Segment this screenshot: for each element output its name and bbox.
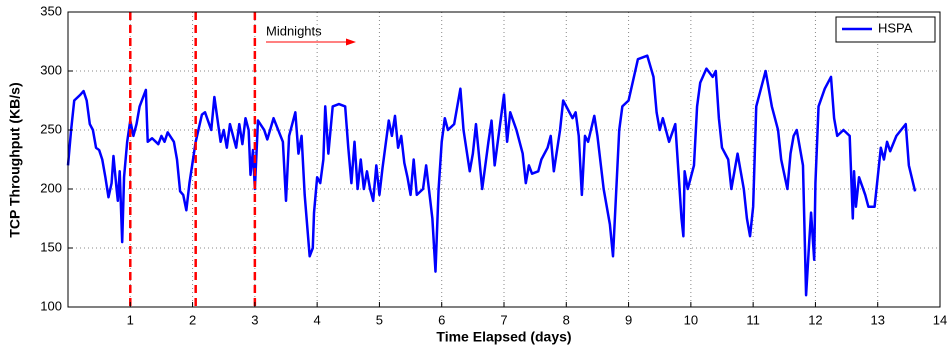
x-tick-label: 13	[870, 312, 884, 327]
plot	[66, 12, 917, 307]
x-tick-label: 2	[189, 312, 196, 327]
data-line	[66, 54, 917, 297]
legend-label: HSPA	[878, 20, 913, 35]
x-tick-label: 9	[625, 312, 632, 327]
x-tick-label: 12	[808, 312, 822, 327]
y-tick-label: 150	[40, 239, 62, 254]
y-tick-label: 100	[40, 298, 62, 313]
x-tick-label: 5	[376, 312, 383, 327]
x-tick-label: 8	[563, 312, 570, 327]
x-tick-label: 4	[314, 312, 321, 327]
legend	[835, 16, 936, 43]
annotation-arrowhead	[346, 38, 356, 46]
annotation: Midnights	[266, 23, 322, 38]
y-tick-label: 300	[40, 62, 62, 77]
x-tick-label: 3	[251, 312, 258, 327]
x-tick-label: 7	[500, 312, 507, 327]
y-tick-label: 200	[40, 180, 62, 195]
x-tick-label: 10	[684, 312, 698, 327]
y-axis-label: TCP Throughput (KB/s)	[7, 82, 23, 237]
x-tick-label: 6	[438, 312, 445, 327]
x-axis-label: Time Elapsed (days)	[436, 329, 571, 345]
x-tick-label: 14	[933, 312, 947, 327]
plot-area	[68, 12, 940, 307]
x-tick-label: 1	[127, 312, 134, 327]
y-tick-label: 350	[40, 3, 62, 18]
x-tick-label: 11	[746, 312, 760, 327]
y-tick-label: 250	[40, 121, 62, 136]
